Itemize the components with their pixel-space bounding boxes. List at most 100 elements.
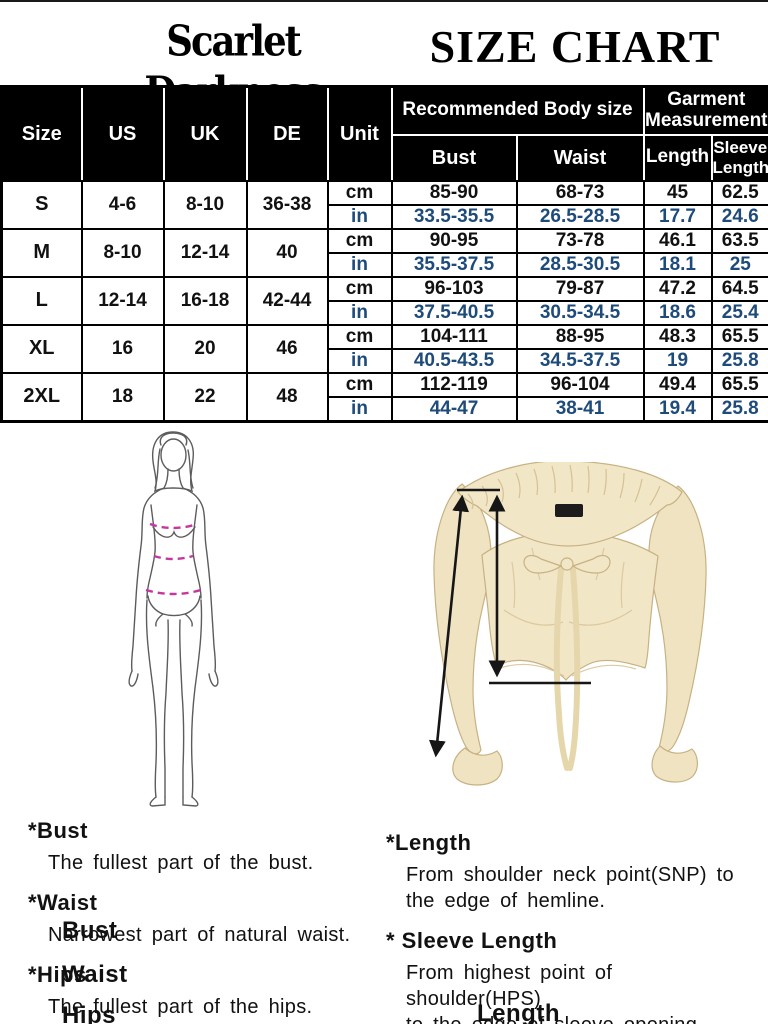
- hips-measure-line: [145, 588, 202, 596]
- size-value: S: [0, 179, 83, 230]
- de-value: 46: [245, 323, 329, 374]
- col-header-uk: UK: [162, 85, 248, 182]
- length-cm: 45: [642, 179, 713, 206]
- length-in: 19: [642, 348, 713, 374]
- definitions-left-column: *Bust The fullest part of the bust. *Wai…: [28, 818, 368, 1022]
- waist-in: 30.5-34.5: [515, 300, 645, 326]
- sleeve-in: 24.6: [710, 204, 768, 230]
- unit-cm: cm: [326, 371, 393, 398]
- col-header-de: DE: [245, 85, 329, 182]
- de-value: 42-44: [245, 275, 329, 326]
- length-definition-line2: the edge of hemline.: [406, 890, 606, 912]
- length-in: 19.4: [642, 396, 713, 423]
- uk-value: 16-18: [162, 275, 248, 326]
- waist-definition-desc: Narrowest part of natural waist.: [48, 924, 351, 946]
- sleeve-cm: 63.5: [710, 227, 768, 254]
- unit-cm: cm: [326, 227, 393, 254]
- length-in: 18.1: [642, 252, 713, 278]
- size-chart-table: Size US UK DE Unit Recommended Body size…: [0, 85, 768, 423]
- page-title: SIZE CHART: [429, 21, 721, 72]
- uk-value: 8-10: [162, 179, 248, 230]
- length-in: 17.7: [642, 204, 713, 230]
- sleeve-in: 25: [710, 252, 768, 278]
- table-row: L 12-14 16-18 42-44 cm 96-103 79-87 47.2…: [0, 275, 768, 326]
- de-value: 36-38: [245, 179, 329, 230]
- length-cm: 46.1: [642, 227, 713, 254]
- bust-in: 35.5-37.5: [390, 252, 518, 278]
- bust-diagram-label: Bust: [62, 917, 118, 944]
- de-value: 48: [245, 371, 329, 423]
- brand-tag: [555, 504, 583, 517]
- definitions-right-column: *Length From shoulder neck point(SNP) to…: [386, 830, 756, 1024]
- waist-cm: 68-73: [515, 179, 645, 206]
- us-value: 8-10: [80, 227, 165, 278]
- us-value: 16: [80, 323, 165, 374]
- bust-cm: 104-111: [390, 323, 518, 350]
- uk-value: 22: [162, 371, 248, 423]
- length-definition-desc: From shoulder neck point(SNP) to the edg…: [406, 862, 756, 914]
- unit-in: in: [326, 300, 393, 326]
- unit-cm: cm: [326, 323, 393, 350]
- bust-cm: 96-103: [390, 275, 518, 302]
- col-header-sleeve-length: Sleeve Length: [710, 133, 768, 182]
- waist-diagram-label: Waist: [62, 961, 128, 988]
- us-value: 4-6: [80, 179, 165, 230]
- bust-definition-desc: The fullest part of the bust.: [48, 852, 314, 874]
- sleeve-cm: 65.5: [710, 323, 768, 350]
- sleeve-cm: 64.5: [710, 275, 768, 302]
- waist-in: 26.5-28.5: [515, 204, 645, 230]
- bust-cm: 90-95: [390, 227, 518, 254]
- col-header-length: Length: [642, 133, 713, 182]
- length-cm: 48.3: [642, 323, 713, 350]
- length-definition-line1: From shoulder neck point(SNP) to: [406, 864, 734, 886]
- table-row: XL 16 20 46 cm 104-111 88-95 48.3 65.5: [0, 323, 768, 374]
- waist-definition-term: *Waist: [28, 890, 98, 915]
- col-group-body-size: Recommended Body size: [390, 85, 645, 136]
- sleeve-length-definition-line2: to the edge of sleeve opening.: [406, 1012, 756, 1024]
- waist-cm: 73-78: [515, 227, 645, 254]
- table-row: in 35.5-37.5 28.5-30.5 18.1 25: [2, 252, 768, 278]
- size-value: M: [0, 227, 83, 278]
- bust-measure-line: [149, 522, 198, 530]
- us-value: 12-14: [80, 275, 165, 326]
- waist-cm: 96-104: [515, 371, 645, 398]
- bust-definition-term: *Bust: [28, 818, 88, 843]
- table-row: S 4-6 8-10 36-38 cm 85-90 68-73 45 62.5: [0, 179, 768, 230]
- table-row: in 44-47 38-41 19.4 25.8: [2, 396, 768, 423]
- table-row: in 33.5-35.5 26.5-28.5 17.7 24.6: [2, 204, 768, 230]
- bust-in: 37.5-40.5: [390, 300, 518, 326]
- size-value: L: [0, 275, 83, 326]
- sleeve-length-definition-term: * Sleeve Length: [386, 928, 558, 953]
- waist-cm: 88-95: [515, 323, 645, 350]
- hips-definition-term: *Hips: [28, 962, 87, 987]
- table-row: in 40.5-43.5 34.5-37.5 19 25.8: [2, 348, 768, 374]
- unit-in: in: [326, 348, 393, 374]
- length-in: 18.6: [642, 300, 713, 326]
- sleeve-cm: 62.5: [710, 179, 768, 206]
- sleeve-cm: 65.5: [710, 371, 768, 398]
- col-group-garment: Garment Measurement: [642, 85, 768, 136]
- size-value: 2XL: [0, 371, 83, 423]
- unit-cm: cm: [326, 275, 393, 302]
- sleeve-length-definition-desc: From highest point of shoulder(HPS) to t…: [406, 960, 756, 1024]
- top-border-line: [0, 0, 768, 2]
- col-header-size: Size: [0, 85, 83, 182]
- sleeve-in: 25.4: [710, 300, 768, 326]
- measurement-diagrams: Bust Waist Hips Length Sleeve Length: [0, 420, 768, 1024]
- sleeve-in: 25.8: [710, 396, 768, 423]
- bust-in: 40.5-43.5: [390, 348, 518, 374]
- table-row: 2XL 18 22 48 cm 112-119 96-104 49.4 65.5: [0, 371, 768, 423]
- col-header-us: US: [80, 85, 165, 182]
- hips-diagram-label: Hips: [62, 1002, 117, 1024]
- col-header-waist: Waist: [515, 133, 645, 182]
- garment-illustration: [433, 462, 707, 786]
- sleeve-length-definition-line1: From highest point of shoulder(HPS): [406, 962, 613, 1010]
- table-row: in 37.5-40.5 30.5-34.5 18.6 25.4: [2, 300, 768, 326]
- col-header-bust: Bust: [390, 133, 518, 182]
- sleeve-in: 25.8: [710, 348, 768, 374]
- hips-definition-desc: The fullest part of the hips.: [48, 996, 313, 1018]
- uk-value: 20: [162, 323, 248, 374]
- waist-measure-line: [153, 554, 194, 561]
- unit-cm: cm: [326, 179, 393, 206]
